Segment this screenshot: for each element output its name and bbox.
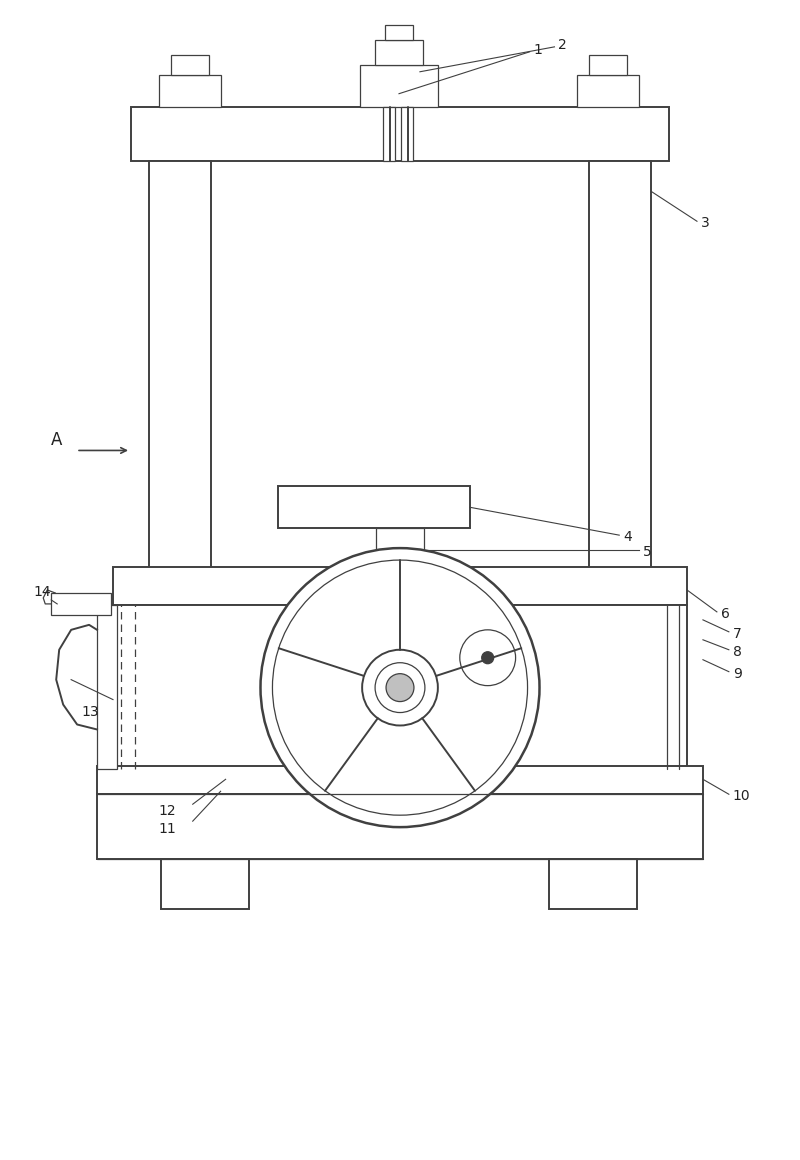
Circle shape — [273, 560, 527, 815]
Text: 8: 8 — [733, 645, 742, 659]
Bar — [578, 74, 639, 107]
Bar — [97, 795, 703, 860]
Bar — [385, 24, 413, 39]
Bar — [550, 860, 637, 908]
Bar — [113, 567, 687, 604]
Circle shape — [375, 662, 425, 712]
Text: 9: 9 — [733, 667, 742, 681]
Bar — [159, 74, 221, 107]
Bar — [97, 604, 117, 769]
Text: 6: 6 — [721, 607, 730, 621]
Circle shape — [362, 650, 438, 725]
Text: 2: 2 — [558, 38, 567, 52]
Text: 13: 13 — [81, 704, 98, 718]
Text: 11: 11 — [159, 822, 177, 836]
Bar — [383, 107, 395, 161]
Bar — [375, 39, 423, 65]
Circle shape — [386, 674, 414, 702]
Bar — [590, 55, 627, 74]
Text: 5: 5 — [643, 545, 652, 559]
Bar — [590, 161, 651, 585]
Text: 4: 4 — [623, 530, 632, 544]
Text: 12: 12 — [159, 804, 177, 818]
Text: 10: 10 — [733, 789, 750, 803]
Bar — [51, 593, 111, 615]
Circle shape — [460, 630, 515, 686]
Bar — [376, 528, 424, 585]
Bar — [113, 604, 687, 769]
Text: 14: 14 — [34, 585, 51, 599]
Text: 1: 1 — [534, 43, 542, 57]
Bar — [161, 860, 249, 908]
Bar — [97, 767, 703, 795]
Text: 7: 7 — [733, 626, 742, 640]
Circle shape — [261, 549, 539, 827]
Text: 3: 3 — [701, 216, 710, 230]
Circle shape — [482, 652, 494, 664]
Bar — [131, 107, 669, 161]
Bar — [278, 486, 470, 528]
Bar — [149, 161, 210, 585]
Bar — [170, 55, 209, 74]
Bar — [401, 107, 413, 161]
Bar — [360, 65, 438, 107]
Text: A: A — [50, 432, 62, 449]
